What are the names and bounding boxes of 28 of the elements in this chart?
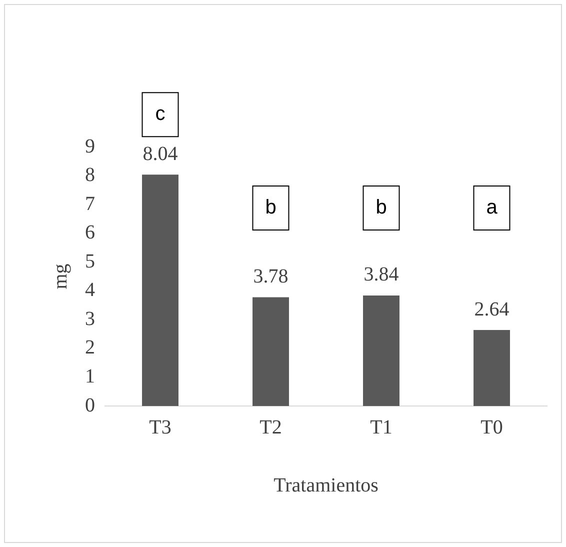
x-tick-label: T0 — [480, 416, 503, 438]
x-tick-label: T1 — [370, 416, 392, 438]
y-tick-label: 0 — [85, 394, 95, 416]
data-label: 8.04 — [142, 142, 178, 165]
y-tick-label: 3 — [85, 308, 95, 330]
y-tick-label: 1 — [85, 365, 95, 388]
data-label: 3.78 — [253, 265, 288, 288]
y-tick-label: 7 — [85, 192, 95, 215]
y-tick-label: 2 — [85, 336, 95, 359]
text: c — [155, 103, 166, 126]
x-tick-label: T2 — [260, 416, 282, 438]
y-tick-label: 6 — [85, 222, 95, 244]
annotation: b — [265, 196, 276, 219]
y-axis-title: mg — [49, 264, 72, 290]
annotation: a — [486, 196, 498, 219]
bar — [252, 297, 289, 406]
y-tick-label: 5 — [85, 250, 95, 272]
data-label: 3.84 — [364, 264, 399, 286]
data-label: 2.64 — [474, 298, 510, 320]
y-tick-label: 8 — [85, 164, 95, 186]
bar — [142, 174, 178, 406]
y-tick-label: 4 — [85, 279, 95, 302]
bar — [474, 330, 510, 406]
x-tick-label: T3 — [149, 416, 172, 438]
y-tick-label: 9 — [85, 135, 95, 158]
bar — [363, 295, 400, 406]
x-axis-title: Tratamientos — [274, 474, 379, 496]
annotation: b — [376, 196, 387, 219]
